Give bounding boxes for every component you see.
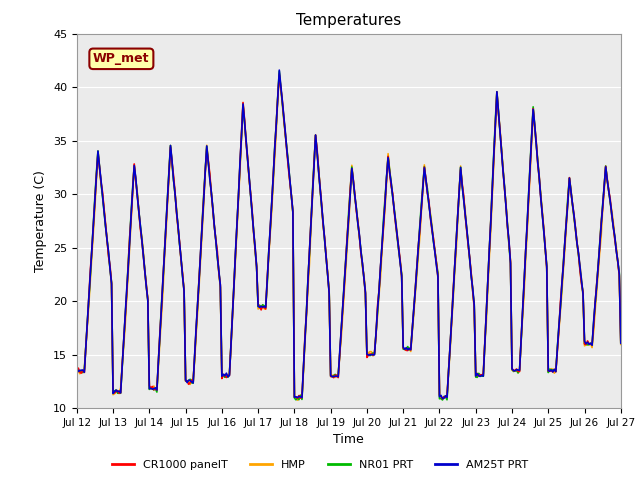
NR01 PRT [617,340,625,346]
CR1000 panelT [554,348,561,353]
HMP [174,226,182,232]
CR1000 panelT [415,243,422,249]
HMP [88,251,96,256]
AM25T PRT [438,396,446,401]
Y-axis label: Temperature (C): Temperature (C) [35,170,47,272]
AM25T PRT [403,345,410,350]
CR1000 panelT [174,224,182,230]
Line: HMP: HMP [77,73,621,400]
Title: Temperatures: Temperatures [296,13,401,28]
NR01 PRT [88,245,96,251]
AM25T PRT [554,346,561,351]
NR01 PRT [554,345,561,351]
Line: NR01 PRT: NR01 PRT [77,71,621,400]
HMP [404,346,412,351]
NR01 PRT [403,347,410,352]
HMP [294,397,301,403]
CR1000 panelT [384,154,392,159]
CR1000 panelT [73,365,81,371]
NR01 PRT [174,224,182,229]
CR1000 panelT [403,348,410,353]
NR01 PRT [275,68,283,74]
HMP [617,341,625,347]
HMP [275,71,283,76]
AM25T PRT [73,365,81,371]
CR1000 panelT [275,72,283,78]
AM25T PRT [384,155,392,161]
AM25T PRT [174,223,182,229]
AM25T PRT [275,67,283,73]
HMP [73,367,81,373]
HMP [416,234,424,240]
X-axis label: Time: Time [333,433,364,446]
NR01 PRT [438,397,446,403]
HMP [554,347,561,353]
NR01 PRT [384,154,392,159]
Line: AM25T PRT: AM25T PRT [77,70,621,398]
AM25T PRT [617,340,625,346]
AM25T PRT [415,244,422,250]
Legend: CR1000 panelT, HMP, NR01 PRT, AM25T PRT: CR1000 panelT, HMP, NR01 PRT, AM25T PRT [107,456,533,474]
AM25T PRT [88,246,96,252]
Line: CR1000 panelT: CR1000 panelT [77,75,621,399]
NR01 PRT [73,366,81,372]
CR1000 panelT [438,396,446,402]
Text: WP_met: WP_met [93,52,150,65]
HMP [386,167,394,172]
CR1000 panelT [617,339,625,345]
CR1000 panelT [88,247,96,252]
NR01 PRT [415,245,422,251]
